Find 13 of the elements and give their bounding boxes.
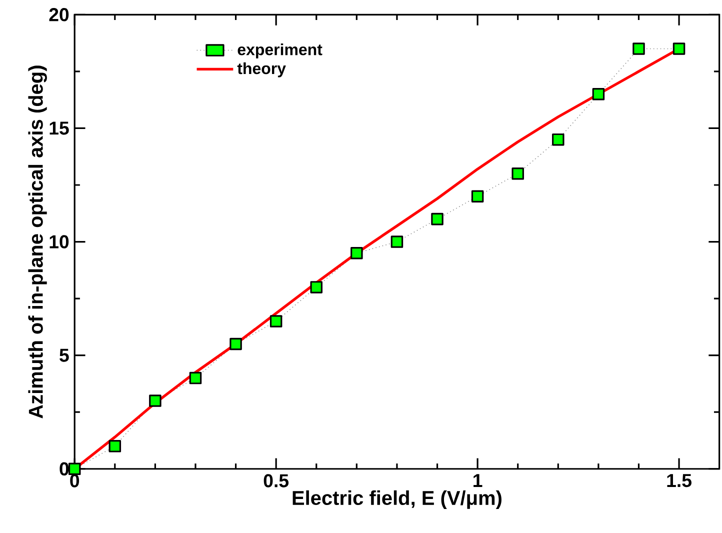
legend-label: experiment xyxy=(238,44,322,58)
x-tick-label: 0 xyxy=(70,474,80,488)
legend-label: theory xyxy=(237,62,286,78)
y-tick-label: 0 xyxy=(60,462,69,476)
y-tick-label: 10 xyxy=(50,235,69,248)
x-tick-label: 0.5 xyxy=(264,474,289,488)
y-axis-title: Azimuth of in-plane optical axis (deg) xyxy=(28,66,47,418)
y-tick-label: 5 xyxy=(60,348,69,362)
x-tick-label: 1.5 xyxy=(667,474,692,488)
y-tick-label: 15 xyxy=(50,122,69,135)
x-axis-title: Electric field, E (V/μm) xyxy=(292,490,502,510)
x-tick-label: 1 xyxy=(474,474,482,488)
y-tick-label: 20 xyxy=(49,8,69,22)
